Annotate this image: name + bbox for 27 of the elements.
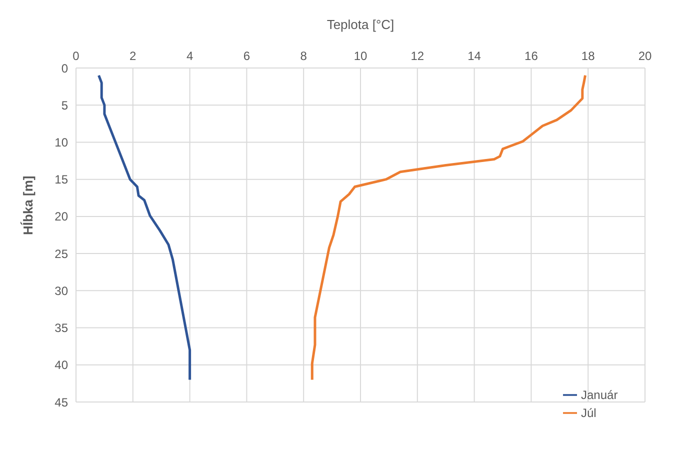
line-series bbox=[98, 74, 192, 381]
y-tick-label: 35 bbox=[54, 321, 68, 336]
x-tick-label: 0 bbox=[72, 49, 80, 63]
y-axis-title: Hĺbka [m] bbox=[20, 176, 36, 235]
x-tick-label: 12 bbox=[410, 49, 424, 63]
x-tick-label: 20 bbox=[638, 49, 652, 63]
x-tick-label: 4 bbox=[186, 49, 194, 63]
y-tick-label: 15 bbox=[54, 172, 68, 187]
y-tick-label: 5 bbox=[61, 98, 68, 112]
y-tick-label: 0 bbox=[61, 61, 68, 76]
x-tick-label: 2 bbox=[130, 49, 137, 63]
x-tick-label: 16 bbox=[524, 49, 538, 63]
x-tick-label: 10 bbox=[354, 49, 368, 63]
x-tick-label: 8 bbox=[300, 49, 308, 63]
x-tick-label: 18 bbox=[581, 49, 596, 63]
line-series bbox=[310, 74, 587, 381]
y-tick-label: 40 bbox=[54, 358, 68, 372]
x-tick-label: 6 bbox=[243, 49, 250, 63]
y-tick-label: 45 bbox=[54, 395, 68, 410]
y-tick-label: 30 bbox=[54, 284, 68, 298]
y-tick-label: 25 bbox=[54, 246, 68, 261]
y-tick-label: 10 bbox=[54, 135, 68, 150]
y-tick-label: 20 bbox=[54, 210, 68, 224]
legend-label: Júl bbox=[581, 406, 596, 420]
legend-label: Január bbox=[581, 388, 618, 402]
x-axis-title: Teplota [°C] bbox=[326, 17, 394, 32]
x-tick-label: 14 bbox=[468, 49, 482, 63]
